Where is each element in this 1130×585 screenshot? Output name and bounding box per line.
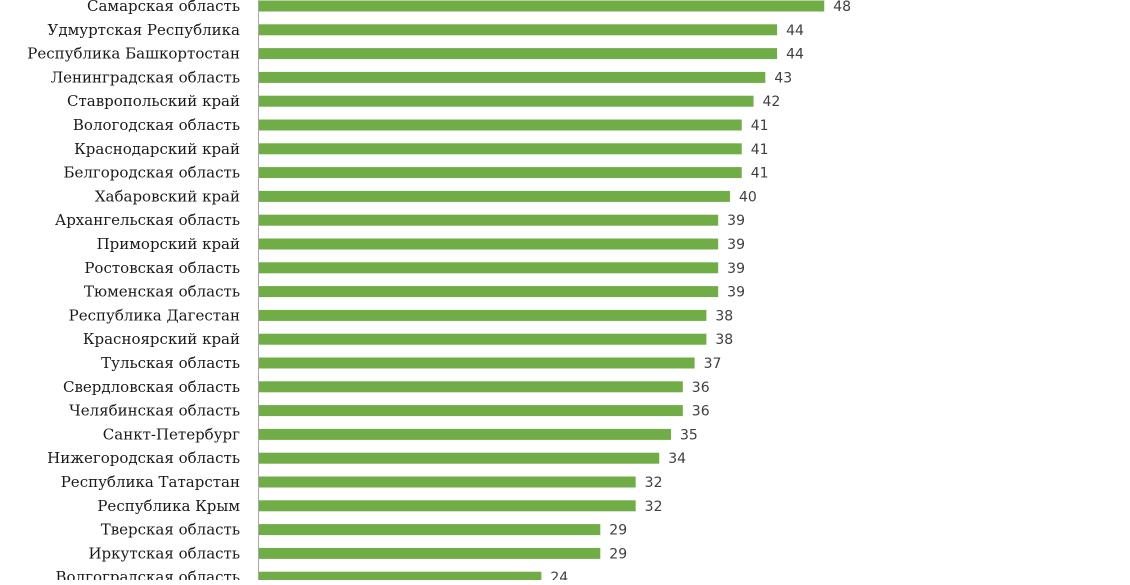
- value-label: 29: [609, 546, 627, 562]
- category-label: Ставропольский край: [67, 92, 240, 110]
- value-label: 36: [692, 380, 710, 396]
- bar: [258, 405, 683, 417]
- value-labels: 48 44 44 43 42 41 41 41 40 39 39 39 39 38 38 37 36 36 35 34…: [550, 0, 851, 585]
- value-label: 41: [751, 118, 769, 134]
- category-label: Тверская область: [101, 521, 240, 539]
- bar: [258, 71, 766, 83]
- bar: [258, 143, 742, 155]
- value-label: 38: [715, 308, 733, 324]
- bar: [258, 428, 672, 440]
- category-label: Свердловская область: [63, 378, 240, 396]
- value-label: 39: [727, 285, 745, 301]
- category-label: Приморский край: [97, 235, 240, 253]
- category-label: Удмуртская Республика: [48, 21, 241, 39]
- category-label: Республика Татарстан: [61, 473, 240, 491]
- bar: [258, 452, 660, 464]
- value-label: 36: [692, 404, 710, 420]
- value-label: 44: [786, 23, 804, 39]
- bars-layer: [258, 0, 825, 583]
- value-label: 44: [786, 47, 804, 63]
- bar: [258, 333, 707, 345]
- category-label: Ростовская область: [84, 259, 240, 277]
- bar: [258, 476, 636, 488]
- value-label: 37: [704, 356, 722, 372]
- bar: [258, 238, 719, 250]
- category-label: Республика Башкортостан: [27, 45, 240, 63]
- value-label: 43: [774, 70, 792, 86]
- category-label: Тюменская область: [84, 283, 240, 301]
- bar: [258, 381, 683, 393]
- bar: [258, 0, 825, 12]
- bar: [258, 286, 719, 298]
- bar: [258, 24, 778, 36]
- category-label: Нижегородская область: [47, 449, 240, 467]
- category-label: Красноярский край: [83, 330, 240, 348]
- value-label: 32: [645, 475, 663, 491]
- value-label: 41: [751, 142, 769, 158]
- category-label: Вологодская область: [73, 116, 240, 134]
- value-label: 41: [751, 166, 769, 182]
- value-label: 39: [727, 261, 745, 277]
- value-label: 38: [715, 332, 733, 348]
- category-label: Хабаровский край: [95, 187, 240, 205]
- bar: [258, 262, 719, 274]
- bar: [258, 524, 601, 536]
- category-label: Самарская область: [87, 0, 240, 15]
- category-label: Республика Дагестан: [69, 306, 240, 324]
- value-label: 48: [833, 0, 851, 15]
- category-label: Архангельская область: [55, 211, 240, 229]
- bar: [258, 500, 636, 512]
- bar: [258, 190, 730, 202]
- category-label: Волгоградская область: [56, 568, 240, 580]
- category-label: Республика Крым: [97, 497, 240, 515]
- value-label: 39: [727, 213, 745, 229]
- value-label: 24: [550, 570, 568, 580]
- value-label: 35: [680, 427, 698, 443]
- bar: [258, 167, 742, 179]
- category-label: Иркутская область: [88, 544, 240, 562]
- category-label: Краснодарский край: [74, 140, 240, 158]
- bar: [258, 214, 719, 226]
- category-label: Тульская область: [101, 354, 240, 372]
- value-label: 40: [739, 189, 757, 205]
- bar: [258, 95, 754, 107]
- value-label: 39: [727, 237, 745, 253]
- category-label: Белгородская область: [63, 164, 240, 182]
- bar: [258, 357, 695, 369]
- category-label: Санкт-Петербург: [103, 425, 240, 443]
- bar: [258, 119, 742, 131]
- value-label: 32: [645, 499, 663, 515]
- bar: [258, 547, 601, 559]
- bar: [258, 48, 778, 60]
- category-labels: Самарская область Удмуртская Республика Ре…: [27, 0, 241, 585]
- value-label: 42: [763, 94, 781, 110]
- category-label: Челябинская область: [69, 402, 240, 420]
- bar: [258, 571, 542, 583]
- category-label: Ленинградская область: [51, 68, 240, 86]
- bar: [258, 309, 707, 321]
- value-label: 29: [609, 523, 627, 539]
- value-label: 34: [668, 451, 686, 467]
